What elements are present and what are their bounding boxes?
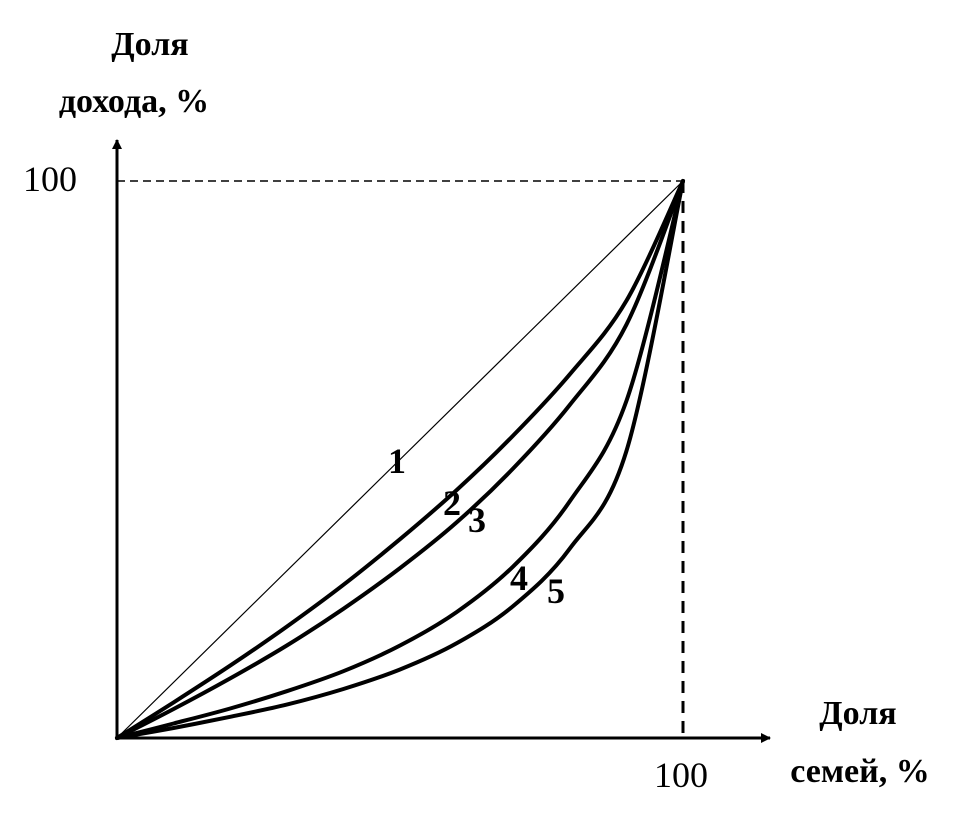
x-axis-title-line2: семей, % [790,753,929,790]
series-line-1 [116,180,684,739]
series-line-3 [115,179,685,740]
curve-label-3: 3 [468,500,486,540]
series-line-2 [115,179,685,740]
series-line-5 [115,179,685,740]
y-axis-title-line2: дохода, % [59,83,209,120]
reference-lines [117,180,685,738]
x-axis-title-line1: Доля [819,695,896,732]
series-lines [115,179,685,740]
axes [112,139,771,743]
y-tick-label-100: 100 [23,159,77,199]
curve-label-5: 5 [547,571,565,611]
curve-label-2: 2 [443,483,461,523]
curve-label-1: 1 [388,441,406,481]
x-tick-label-100: 100 [654,755,708,795]
series-line-4 [115,179,685,740]
y-axis-title-line1: Доля [111,26,188,63]
curve-label-4: 4 [510,558,528,598]
